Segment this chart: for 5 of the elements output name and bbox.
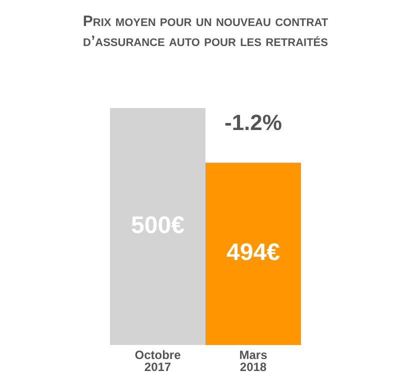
annotation: -1.2%: [224, 110, 282, 135]
x-tick-label: Mars 2018: [239, 348, 268, 374]
chart-title: Prix moyen pour un nouveau contrat d’assurance auto pour les retraités: [82, 13, 328, 50]
data-label: 494€: [226, 239, 280, 266]
x-tick-label: Octobre 2017: [134, 348, 182, 374]
